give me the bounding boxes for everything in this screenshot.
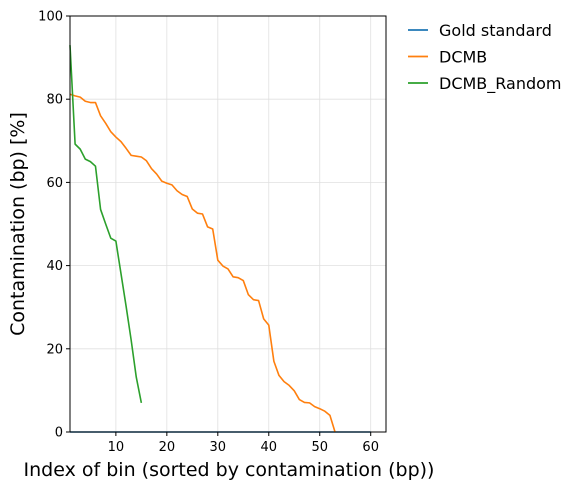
y-axis-label: Contamination (bp) [%]: [7, 112, 29, 336]
series-line-1: [69, 93, 336, 433]
axes: [69, 15, 387, 433]
legend-label-1: DCMB: [439, 48, 487, 67]
legend-label-0: Gold standard: [439, 21, 552, 40]
y-tick-label: 20: [46, 342, 63, 357]
y-tick-label: 100: [38, 10, 63, 25]
x-tick-label: 40: [261, 440, 278, 455]
grid: [70, 15, 386, 433]
y-tick-label: 80: [46, 93, 63, 108]
y-tick-label: 60: [46, 176, 63, 191]
legend: Gold standard DCMB DCMB_Random: [408, 21, 562, 94]
x-tick-label: 60: [362, 440, 379, 455]
x-tick-label: 20: [159, 440, 176, 455]
x-axis-label: Index of bin (sorted by contamination (b…: [24, 459, 435, 481]
series-lines: [69, 45, 371, 433]
y-tick-label: 0: [55, 426, 63, 441]
y-tick-label: 40: [46, 259, 63, 274]
x-tick-label: 50: [311, 440, 328, 455]
x-tick-label: 10: [108, 440, 125, 455]
plot-frame: [69, 15, 387, 433]
x-tick-label: 30: [210, 440, 227, 455]
legend-label-2: DCMB_Random: [439, 74, 562, 94]
series-line-2: [69, 45, 143, 404]
ticks: 10 20 30 40 50 60 0 20 40 60 80 100: [38, 10, 379, 456]
